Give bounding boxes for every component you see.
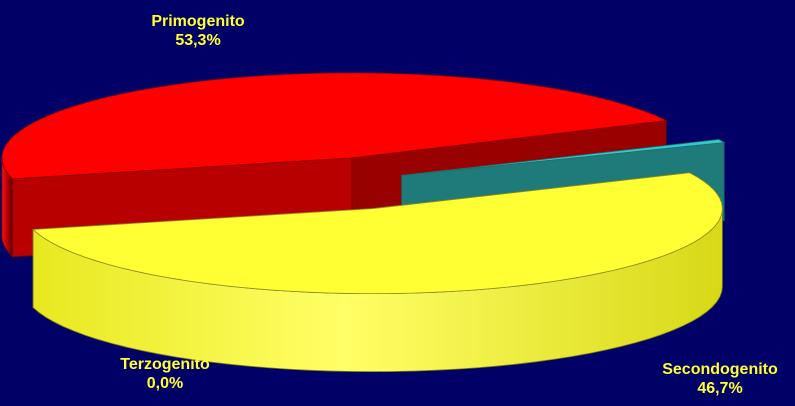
- slice-label-name: Secondogenito: [662, 361, 778, 378]
- slice-label-primogenito: Primogenito 53,3%: [151, 12, 244, 50]
- slice-label-value: 46,7%: [697, 380, 743, 397]
- slice-label-terzogenito: Terzogenito 0,0%: [120, 355, 209, 393]
- slice-label-value: 53,3%: [175, 32, 221, 49]
- pie-slice-top: [401, 139, 726, 176]
- slice-label-secondogenito: Secondogenito 46,7%: [662, 360, 778, 398]
- pie-slice-top: [1, 72, 668, 180]
- pie-slice-top: [32, 172, 723, 295]
- slice-label-name: Terzogenito: [120, 356, 210, 373]
- slice-label-name: Primogenito: [151, 13, 245, 30]
- pie-slice-primogenito: [32, 172, 723, 373]
- slice-label-value: 0,0%: [146, 375, 184, 392]
